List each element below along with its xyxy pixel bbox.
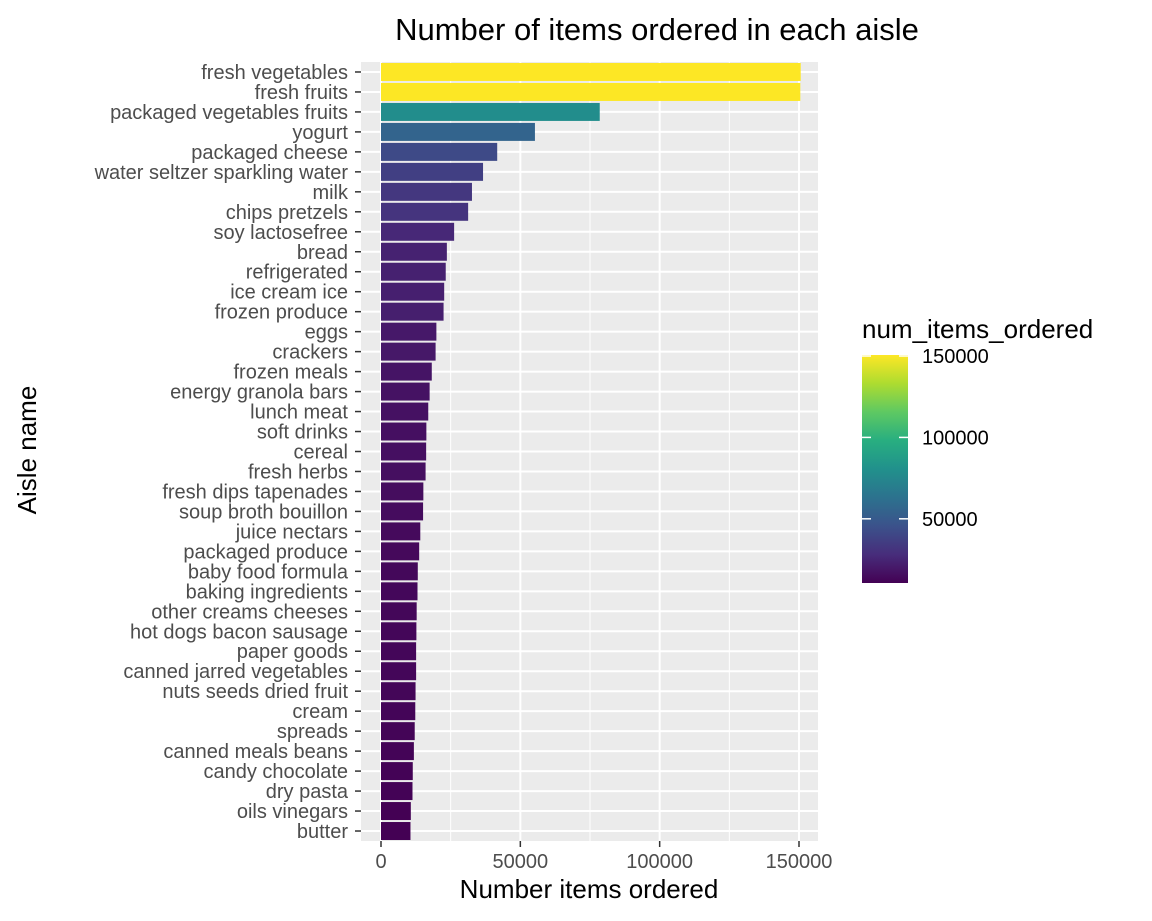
bar-dry-pasta [381, 782, 413, 801]
y-tick-label: paper goods [237, 641, 348, 663]
y-tick-label: chips pretzels [226, 202, 348, 224]
bar-packaged-produce [381, 542, 420, 561]
bar-canned-jarred-vegetables [381, 662, 417, 681]
bar-frozen-produce [381, 302, 444, 321]
y-tick-label: milk [312, 182, 349, 204]
y-tick-label: ice cream ice [230, 282, 348, 304]
bar-fresh-vegetables [381, 62, 801, 81]
bar-hot-dogs-bacon-sausage [381, 622, 417, 641]
bar-energy-granola-bars [381, 382, 430, 401]
y-tick-label: baking ingredients [186, 581, 348, 603]
bar-soup-broth-bouillon [381, 502, 424, 521]
y-tick-label: candy chocolate [203, 761, 348, 783]
y-tick-label: packaged cheese [191, 142, 348, 164]
y-tick-label: fresh herbs [248, 461, 348, 483]
bar-baking-ingredients [381, 582, 418, 601]
y-tick-label: soy lactosefree [213, 222, 348, 244]
y-tick-label: water seltzer sparkling water [94, 162, 349, 184]
y-tick-label: eggs [305, 322, 348, 344]
bar-other-creams-cheeses [381, 602, 417, 621]
y-tick-label: frozen meals [234, 362, 349, 384]
y-tick-label: cereal [294, 442, 348, 464]
bar-juice-nectars [381, 522, 421, 541]
y-tick-label: cream [292, 701, 348, 723]
bar-spreads [381, 722, 415, 741]
y-tick-label: energy granola bars [170, 382, 348, 404]
y-tick-label: nuts seeds dried fruit [162, 681, 348, 703]
legend-title: num_items_ordered [862, 314, 1093, 344]
legend-tick-label: 50000 [922, 509, 978, 531]
y-tick-label: refrigerated [246, 262, 348, 284]
bar-candy-chocolate [381, 762, 413, 781]
y-tick-label: packaged vegetables fruits [110, 102, 348, 124]
y-tick-label: spreads [277, 721, 348, 743]
legend-ticks: 50000 100000 150000 [862, 346, 989, 531]
y-tick-label: butter [297, 821, 348, 843]
y-tick-label: other creams cheeses [151, 601, 348, 623]
x-tick-label: 50000 [493, 851, 549, 873]
y-tick-label: fresh fruits [255, 82, 348, 104]
legend-tick-label: 150000 [922, 346, 989, 368]
y-tick-label: canned meals beans [163, 741, 348, 763]
y-tick-label: juice nectars [235, 521, 348, 543]
y-tick-label: yogurt [292, 122, 348, 144]
chart-title: Number of items ordered in each aisle [395, 12, 919, 47]
y-tick-label: packaged produce [183, 541, 348, 563]
x-axis-title: Number items ordered [460, 874, 719, 904]
bar-fresh-herbs [381, 462, 426, 481]
bar-packaged-cheese [381, 142, 498, 161]
legend: num_items_ordered 50000 100000 150000 [862, 314, 1093, 583]
y-tick-label: frozen produce [215, 302, 348, 324]
bar-cream [381, 702, 416, 721]
x-tick-label: 0 [375, 851, 386, 873]
bar-refrigerated [381, 262, 446, 281]
bar-fresh-dips-tapenades [381, 482, 424, 501]
bar-butter [381, 822, 411, 841]
bar-lunch-meat [381, 402, 429, 421]
y-tick-label: baby food formula [188, 561, 349, 583]
bar-milk [381, 182, 472, 201]
x-tick-label: 150000 [766, 851, 833, 873]
bar-canned-meals-beans [381, 742, 414, 761]
y-axis-title: Aisle name [12, 386, 42, 515]
bar-soft-drinks [381, 422, 427, 441]
y-tick-label: hot dogs bacon sausage [130, 621, 348, 643]
y-tick-label: lunch meat [250, 402, 348, 424]
bar-oils-vinegars [381, 802, 411, 821]
bar-crackers [381, 342, 436, 361]
y-tick-label: soup broth bouillon [179, 501, 348, 523]
bar-nuts-seeds-dried-fruit [381, 682, 416, 701]
y-tick-label: bread [297, 242, 348, 264]
y-tick-label: fresh vegetables [201, 62, 348, 84]
y-tick-label: canned jarred vegetables [123, 661, 348, 683]
legend-tick-label: 100000 [922, 427, 989, 449]
bar-yogurt [381, 122, 535, 141]
y-tick-label: soft drinks [257, 422, 348, 444]
x-tick-label: 100000 [626, 851, 693, 873]
bar-fresh-fruits [381, 82, 801, 101]
bar-eggs [381, 322, 437, 341]
bar-chips-pretzels [381, 202, 469, 221]
bar-bread [381, 242, 447, 261]
bar-soy-lactosefree [381, 222, 455, 241]
y-tick-label: crackers [272, 342, 348, 364]
y-tick-label: dry pasta [266, 781, 349, 803]
y-tick-label: fresh dips tapenades [162, 481, 348, 503]
bar-cereal [381, 442, 427, 461]
x-axis: 0 50000 100000 150000 [375, 841, 832, 873]
bar-paper-goods [381, 642, 417, 661]
bar-ice-cream-ice [381, 282, 445, 301]
legend-colorbar [862, 355, 908, 583]
bar-water-seltzer-sparkling-water [381, 162, 484, 181]
bars [381, 62, 801, 841]
bar-baby-food-formula [381, 562, 418, 581]
y-tick-label: oils vinegars [237, 801, 348, 823]
bar-frozen-meals [381, 362, 432, 381]
bar-packaged-vegetables-fruits [381, 102, 600, 121]
